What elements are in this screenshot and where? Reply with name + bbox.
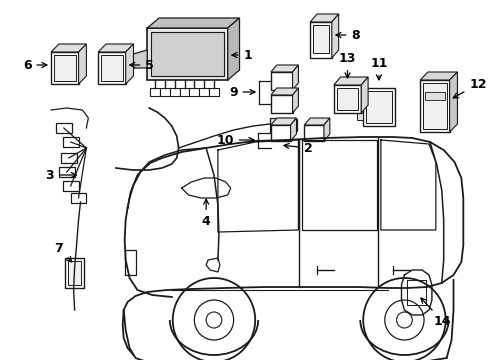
Bar <box>169 88 179 96</box>
Polygon shape <box>292 88 298 113</box>
Bar <box>56 123 72 133</box>
Bar <box>289 119 297 131</box>
Bar <box>124 250 136 275</box>
Bar <box>209 88 219 96</box>
Text: 13: 13 <box>338 52 355 78</box>
Bar <box>357 95 363 102</box>
Polygon shape <box>361 77 367 113</box>
Bar <box>68 261 81 285</box>
Bar <box>357 113 363 120</box>
Polygon shape <box>79 44 86 84</box>
Bar <box>160 88 169 96</box>
Text: 12: 12 <box>452 77 486 98</box>
Polygon shape <box>270 65 298 72</box>
Bar <box>98 52 125 84</box>
Bar <box>309 22 331 58</box>
Polygon shape <box>227 18 239 80</box>
Polygon shape <box>290 118 296 141</box>
Polygon shape <box>292 65 298 90</box>
Bar <box>61 153 77 163</box>
Bar <box>62 137 79 147</box>
Text: 7: 7 <box>55 242 72 262</box>
Circle shape <box>206 312 222 328</box>
Bar <box>101 55 122 81</box>
Polygon shape <box>331 14 338 58</box>
Bar <box>59 167 75 177</box>
Bar <box>147 28 227 80</box>
Polygon shape <box>270 88 298 95</box>
Bar <box>333 85 361 113</box>
Bar <box>312 25 328 53</box>
Bar <box>71 193 86 203</box>
Polygon shape <box>448 72 456 132</box>
Bar <box>270 72 292 90</box>
Bar <box>270 125 290 141</box>
Text: 3: 3 <box>45 168 76 181</box>
Polygon shape <box>304 118 329 125</box>
Bar <box>64 258 84 288</box>
Bar <box>199 88 209 96</box>
Bar <box>54 55 76 81</box>
Text: 5: 5 <box>129 59 154 72</box>
Bar <box>357 104 363 111</box>
Text: 2: 2 <box>284 141 312 154</box>
Bar <box>269 118 289 132</box>
Text: 8: 8 <box>335 28 359 41</box>
Polygon shape <box>333 77 367 85</box>
Bar <box>304 125 323 141</box>
Bar <box>422 83 446 129</box>
Bar <box>150 88 160 96</box>
Polygon shape <box>98 44 133 52</box>
Text: 9: 9 <box>228 86 254 99</box>
Bar <box>51 52 79 84</box>
Text: 1: 1 <box>231 49 252 62</box>
Polygon shape <box>419 72 456 80</box>
Bar <box>363 88 394 126</box>
Text: 6: 6 <box>23 59 47 72</box>
Bar <box>336 88 358 110</box>
Text: 14: 14 <box>420 298 450 328</box>
Polygon shape <box>309 14 338 22</box>
Bar <box>366 91 391 123</box>
Polygon shape <box>206 258 220 272</box>
Bar <box>62 181 79 191</box>
Bar <box>419 80 448 132</box>
Polygon shape <box>270 118 296 125</box>
Text: 11: 11 <box>369 57 387 80</box>
Polygon shape <box>323 118 329 141</box>
Text: 10: 10 <box>216 134 253 147</box>
Bar <box>270 95 292 113</box>
Bar <box>424 92 444 100</box>
Text: 4: 4 <box>202 199 210 228</box>
Polygon shape <box>51 44 86 52</box>
Circle shape <box>396 312 411 328</box>
Bar <box>179 88 189 96</box>
Bar <box>151 32 224 76</box>
Bar <box>189 88 199 96</box>
Polygon shape <box>125 44 133 84</box>
Polygon shape <box>147 18 239 28</box>
Polygon shape <box>129 50 147 68</box>
